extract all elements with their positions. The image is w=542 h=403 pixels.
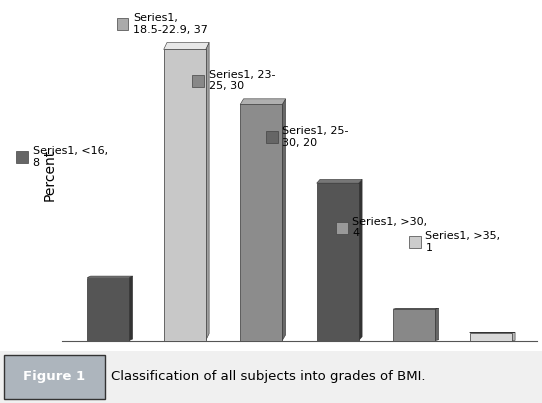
Bar [393,309,435,341]
Bar [4,355,105,399]
Polygon shape [317,179,362,183]
Bar [317,183,359,341]
Polygon shape [282,99,286,341]
Bar [470,332,512,341]
Y-axis label: Percent: Percent [43,149,57,202]
Text: BMI grading: BMI grading [257,376,342,389]
Polygon shape [393,308,438,309]
Polygon shape [87,276,133,278]
Polygon shape [240,99,286,104]
Bar [87,278,129,341]
Text: Series1, >35,
1: Series1, >35, 1 [425,231,501,253]
Text: Series1, <16,
8: Series1, <16, 8 [33,146,108,168]
Polygon shape [129,276,133,341]
Polygon shape [435,308,438,341]
Text: Series1,
18.5-22.9, 37: Series1, 18.5-22.9, 37 [133,13,208,35]
Text: Classification of all subjects into grades of BMI.: Classification of all subjects into grad… [111,370,425,383]
Bar [164,50,206,341]
Polygon shape [164,42,209,50]
Text: Series1, >30,
4: Series1, >30, 4 [352,217,428,239]
Polygon shape [359,179,362,341]
Bar [240,104,282,341]
Polygon shape [512,332,515,341]
Polygon shape [206,42,209,341]
Text: Series1, 23-
25, 30: Series1, 23- 25, 30 [209,70,275,91]
Text: Series1, 25-
30, 20: Series1, 25- 30, 20 [282,126,349,148]
Text: Figure 1: Figure 1 [23,370,85,383]
